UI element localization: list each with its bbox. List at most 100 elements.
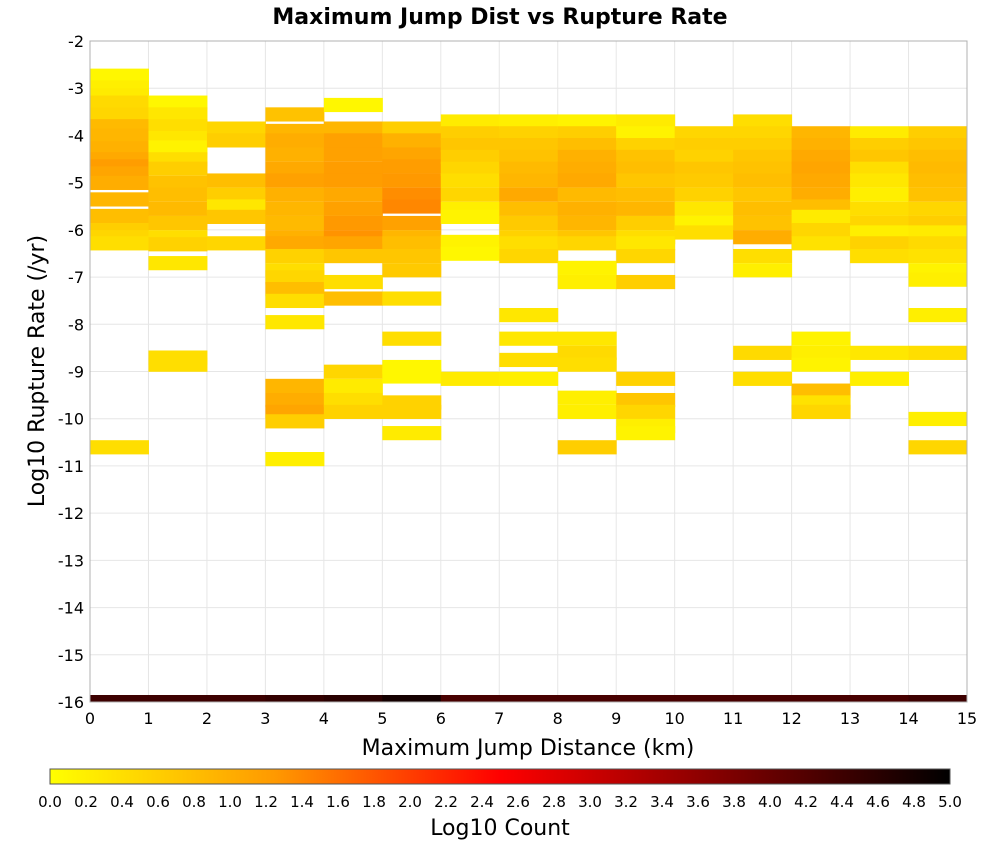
colorbar-tick-label: 2.6 [506, 793, 530, 811]
heatmap-cell [382, 173, 442, 188]
heatmap-cell [90, 236, 149, 251]
heatmap-cell [323, 248, 383, 264]
y-tick-label: -3 [68, 79, 84, 98]
x-tick-labels: 0 1 2 3 4 5 6 7 8 9 10 11 12 13 14 15 [85, 709, 977, 728]
heatmap-cell [557, 149, 617, 165]
y-tick-labels: -2 -3 -4 -5 -6 -7 -8 -9 -10 -11 -12 -13 -14 -15 -16 [58, 32, 84, 712]
heatmap-cell [265, 270, 325, 285]
colorbar-tick-label: 0.8 [182, 793, 206, 811]
heatmap-cell [674, 201, 734, 216]
heatmap-cell [323, 392, 383, 408]
heatmap-cell [616, 126, 676, 141]
colorbar-tick-label: 1.0 [218, 793, 242, 811]
heatmap-cell [148, 215, 208, 231]
heatmap-cell [265, 173, 325, 188]
heatmap-cell [90, 95, 149, 110]
heatmap-cell [616, 173, 676, 188]
heatmap-cell [382, 215, 442, 231]
colorbar-tick-label: 4.4 [830, 793, 854, 811]
heatmap-cell [733, 263, 793, 278]
heatmap-cell [557, 173, 617, 188]
y-tick-label: -11 [58, 457, 84, 476]
heatmap-cell [557, 215, 617, 231]
y-tick-label: -15 [58, 646, 84, 665]
heatmap-cell [323, 121, 383, 136]
heatmap-cell [850, 173, 910, 188]
heatmap-cell [148, 119, 208, 134]
heatmap-cell [791, 236, 851, 251]
x-tick-label: 2 [202, 709, 212, 728]
heatmap-cell-floor [382, 695, 442, 702]
heatmap-cell [850, 345, 910, 360]
heatmap-cell [674, 161, 734, 176]
heatmap-cell [791, 173, 851, 188]
heatmap-cell [850, 201, 910, 216]
heatmap-cell [323, 378, 383, 394]
heatmap-cell [440, 126, 500, 141]
y-tick-label: -10 [58, 410, 84, 429]
x-tick-label: 10 [664, 709, 684, 728]
heatmap-cells [90, 68, 968, 702]
x-tick-label: 0 [85, 709, 95, 728]
heatmap-cell [791, 126, 851, 141]
heatmap-cell [557, 331, 617, 346]
heatmap-cell [850, 149, 910, 165]
heatmap-cell [265, 392, 325, 408]
heatmap-cell [90, 107, 149, 122]
heatmap-cell [90, 141, 149, 156]
heatmap-cell [382, 147, 442, 162]
heatmap-cell-floor [148, 695, 208, 702]
heatmap-cell [791, 209, 851, 224]
heatmap-cell [616, 201, 676, 216]
colorbar-tick-label: 4.2 [794, 793, 818, 811]
heatmap-cell [90, 440, 149, 455]
y-tick-label: -4 [68, 126, 84, 145]
colorbar-tick-label: 2.2 [434, 793, 458, 811]
heatmap-cell [850, 248, 910, 264]
heatmap-cell [499, 161, 559, 176]
heatmap-cell [440, 173, 500, 188]
heatmap-cell [382, 187, 442, 202]
heatmap-cell-floor [791, 695, 851, 702]
heatmap-cell [440, 209, 500, 224]
heatmap-cell [323, 161, 383, 176]
heatmap-cell [908, 225, 968, 240]
heatmap-cell [908, 248, 968, 264]
heatmap-cell [733, 345, 793, 360]
x-tick-label: 11 [723, 709, 743, 728]
x-tick-label: 14 [898, 709, 918, 728]
heatmap-cell [908, 187, 968, 202]
heatmap-cell [616, 215, 676, 231]
colorbar-tick-label: 2.8 [542, 793, 566, 811]
heatmap-cell [323, 364, 383, 379]
heatmap-cell [557, 404, 617, 419]
heatmap-cell-floor [557, 695, 617, 702]
heatmap-cell [850, 236, 910, 251]
heatmap-cell [499, 126, 559, 141]
colorbar-tick-label: 4.0 [758, 793, 782, 811]
heatmap-cell [850, 187, 910, 202]
heatmap-cell [499, 187, 559, 202]
heatmap-cell [265, 107, 325, 122]
heatmap-cell [557, 390, 617, 405]
colorbar-tick-label: 1.4 [290, 793, 314, 811]
heatmap-cell [733, 215, 793, 231]
heatmap-cell [616, 236, 676, 251]
heatmap-cell-floor [908, 695, 968, 702]
heatmap-cell [323, 236, 383, 251]
heatmap-cell [850, 138, 910, 153]
heatmap-cell [733, 126, 793, 141]
heatmap-cell [733, 138, 793, 153]
heatmap-cell [733, 248, 793, 264]
colorbar-tick-label: 1.2 [254, 793, 278, 811]
heatmap-cell [382, 291, 442, 306]
heatmap-cell [499, 371, 559, 386]
heatmap-cell [733, 149, 793, 165]
heatmap-cell [791, 383, 851, 398]
heatmap-cell [616, 161, 676, 176]
x-tick-label: 6 [436, 709, 446, 728]
heatmap-cell [616, 404, 676, 419]
heatmap-cell [440, 187, 500, 202]
heatmap-cell [850, 371, 910, 386]
heatmap-cell [499, 114, 559, 129]
